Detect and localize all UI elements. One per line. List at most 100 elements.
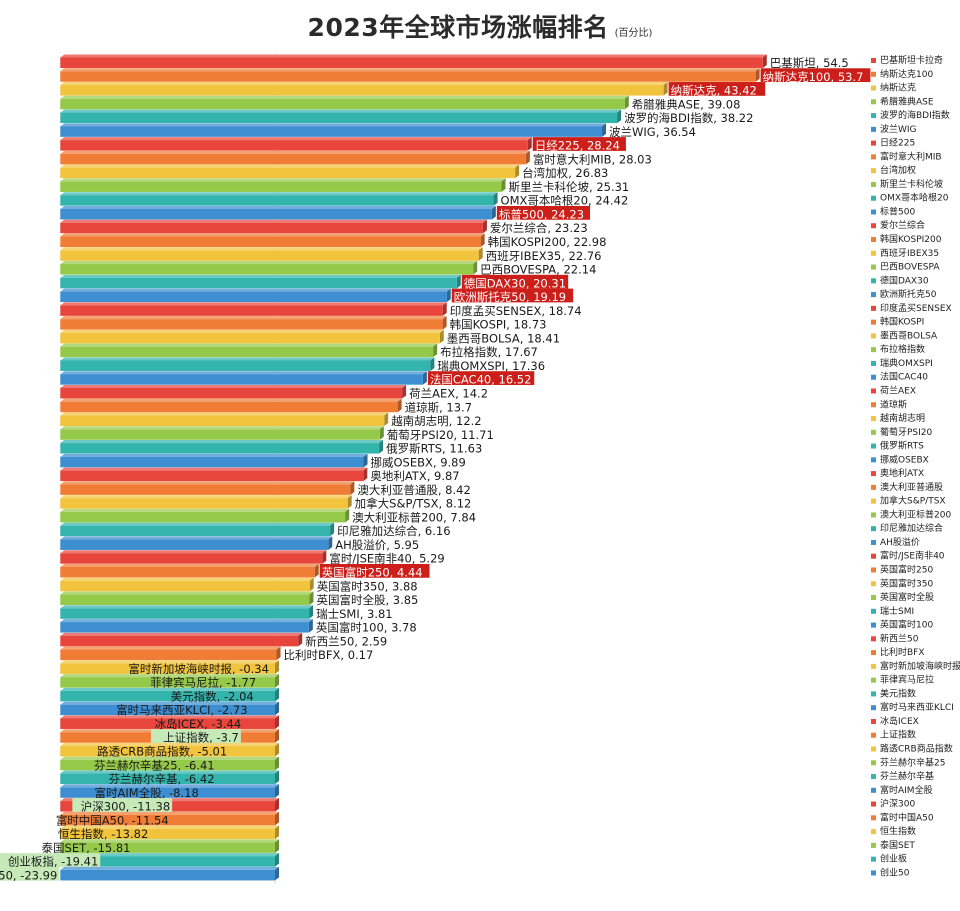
bar <box>60 649 277 661</box>
bar-data-label: 纳斯达克100, 53.7 <box>763 70 864 84</box>
bar-top-face <box>60 95 629 99</box>
bar-data-label: 创业板指, -19.41 <box>8 855 98 869</box>
bar <box>60 704 275 716</box>
bar <box>60 332 440 344</box>
bar <box>60 456 364 468</box>
bar-data-label: 富时新加坡海峡时报, -0.34 <box>128 662 269 676</box>
legend-label: 恒生指数 <box>880 825 916 837</box>
bar <box>60 856 275 867</box>
legend-label: 俄罗斯RTS <box>880 440 924 452</box>
legend-label: 富时新加坡海峡时报 <box>880 660 960 672</box>
legend-swatch <box>871 539 876 545</box>
legend-swatch <box>871 264 876 270</box>
bar <box>60 553 323 564</box>
label-highlight-green <box>72 798 173 812</box>
bar <box>60 429 380 440</box>
bar-data-label: 新西兰50, 2.59 <box>305 634 387 648</box>
bar-group: 奥地利ATX, 9.87 <box>60 467 460 483</box>
legend-item: 富时AIM全股 <box>871 784 933 796</box>
legend-label: 巴基斯坦卡拉奇 <box>880 54 943 66</box>
bar-side-face <box>624 95 629 110</box>
bar-group: 日经225, 28.24 <box>60 137 626 153</box>
legend-item: 富时意大利MIB <box>871 150 942 162</box>
bar <box>60 622 309 633</box>
bar-data-label: 布拉格指数, 17.67 <box>440 345 538 359</box>
legend-swatch <box>871 829 876 835</box>
bar-group: 冰岛ICEX, -3.44 <box>60 715 279 731</box>
legend-swatch <box>871 471 876 477</box>
legend-swatch <box>871 581 876 587</box>
bar-top-face <box>60 123 607 127</box>
legend-swatch <box>871 333 876 339</box>
bar-data-label: 印尼雅加达综合, 6.16 <box>337 524 450 538</box>
bar-side-face <box>275 770 279 785</box>
bar-data-label: 葡萄牙PSI20, 11.71 <box>387 428 494 442</box>
bar-group: 富时意大利MIB, 28.03 <box>60 150 652 166</box>
legend-swatch <box>871 650 876 656</box>
label-highlight-red <box>461 274 569 289</box>
legend-swatch <box>871 608 876 614</box>
bar-top-face <box>60 178 506 182</box>
legend-item: 爱尔兰综合 <box>871 219 925 231</box>
legend-swatch <box>871 663 876 669</box>
bar-group: 富时新加坡海峡时报, -0.34 <box>60 660 279 676</box>
bar-group: 富时/JSE南非40, 5.29 <box>60 550 445 566</box>
bar-side-face <box>363 467 368 482</box>
bar-side-face <box>478 247 483 261</box>
legend-item: 斯里兰卡科伦坡 <box>871 178 943 190</box>
legend-label: 爱尔兰综合 <box>880 219 925 231</box>
bar-top-face <box>60 495 352 499</box>
bar-side-face <box>384 412 389 427</box>
legend-label: 道琼斯 <box>880 398 907 410</box>
bar-data-label: 日经225, 28.24 <box>535 139 620 153</box>
bar-data-label: 巴基斯坦, 54.5 <box>770 56 849 70</box>
bar-group: 泰国SET, -15.81 <box>42 839 279 855</box>
bar-data-label: 菲律宾马尼拉, -1.77 <box>150 676 256 690</box>
legend-item: AH股溢价 <box>871 536 920 548</box>
bar-top-face <box>60 619 313 623</box>
legend-item: 创业板 <box>871 853 907 865</box>
bar-side-face <box>363 453 368 468</box>
bar-side-face <box>379 440 384 454</box>
bar-side-face <box>379 426 384 440</box>
bar-side-face <box>345 508 350 523</box>
legend-item: 纳斯达克100 <box>871 68 933 80</box>
bar-group: 印尼雅加达综合, 6.16 <box>60 522 451 538</box>
bar-group: OMX哥本哈根20, 24.42 <box>60 192 628 208</box>
bar-side-face <box>501 178 506 192</box>
legend-label: 波兰WIG <box>880 123 917 135</box>
bar-top-face <box>60 247 483 251</box>
legend-label: 台湾加权 <box>880 164 916 176</box>
bar-top-face <box>60 164 520 168</box>
chart-title: 2023年全球市场涨幅排名 <box>307 13 609 42</box>
legend-swatch <box>871 774 876 780</box>
bar-data-label: 冰岛ICEX, -3.44 <box>155 717 242 731</box>
legend-item: 新西兰50 <box>871 632 919 644</box>
legend-item: 加拿大S&P/TSX <box>871 495 946 507</box>
bar-data-label: 恒生指数, -13.82 <box>58 827 148 841</box>
bar-data-label: 芬兰赫尔辛基25, -6.41 <box>94 758 215 772</box>
bar-top-face <box>60 853 279 857</box>
bar-side-face <box>762 54 767 68</box>
legend-swatch <box>871 457 876 463</box>
legend-item: 英国富时350 <box>871 577 933 589</box>
bar-top-face <box>60 343 438 347</box>
legend-item: 西班牙IBEX35 <box>871 247 939 259</box>
bar-data-label: 泰国SET, -15.81 <box>42 841 131 855</box>
bar-group: 挪威OSEBX, 9.89 <box>60 453 466 469</box>
legend-swatch <box>871 195 876 201</box>
bar-top-face <box>60 674 279 678</box>
legend-swatch <box>871 71 876 77</box>
bar-side-face <box>330 522 335 537</box>
legend-item: 纳斯达克 <box>871 82 916 94</box>
legend-label: 斯里兰卡科伦坡 <box>880 178 943 190</box>
legend-item: 富时新加坡海峡时报 <box>871 660 960 672</box>
bar-data-label: 波罗的海BDI指数, 38.22 <box>624 111 753 125</box>
legend-item: 印尼雅加达综合 <box>871 522 943 534</box>
label-highlight-red <box>427 371 535 385</box>
bar-group: 沪深300, -11.38 <box>60 798 279 814</box>
bar-data-label: 创业50, -23.99 <box>0 868 57 882</box>
bar-side-face <box>308 619 313 633</box>
legend-item: 瑞典OMXSPI <box>871 357 933 369</box>
